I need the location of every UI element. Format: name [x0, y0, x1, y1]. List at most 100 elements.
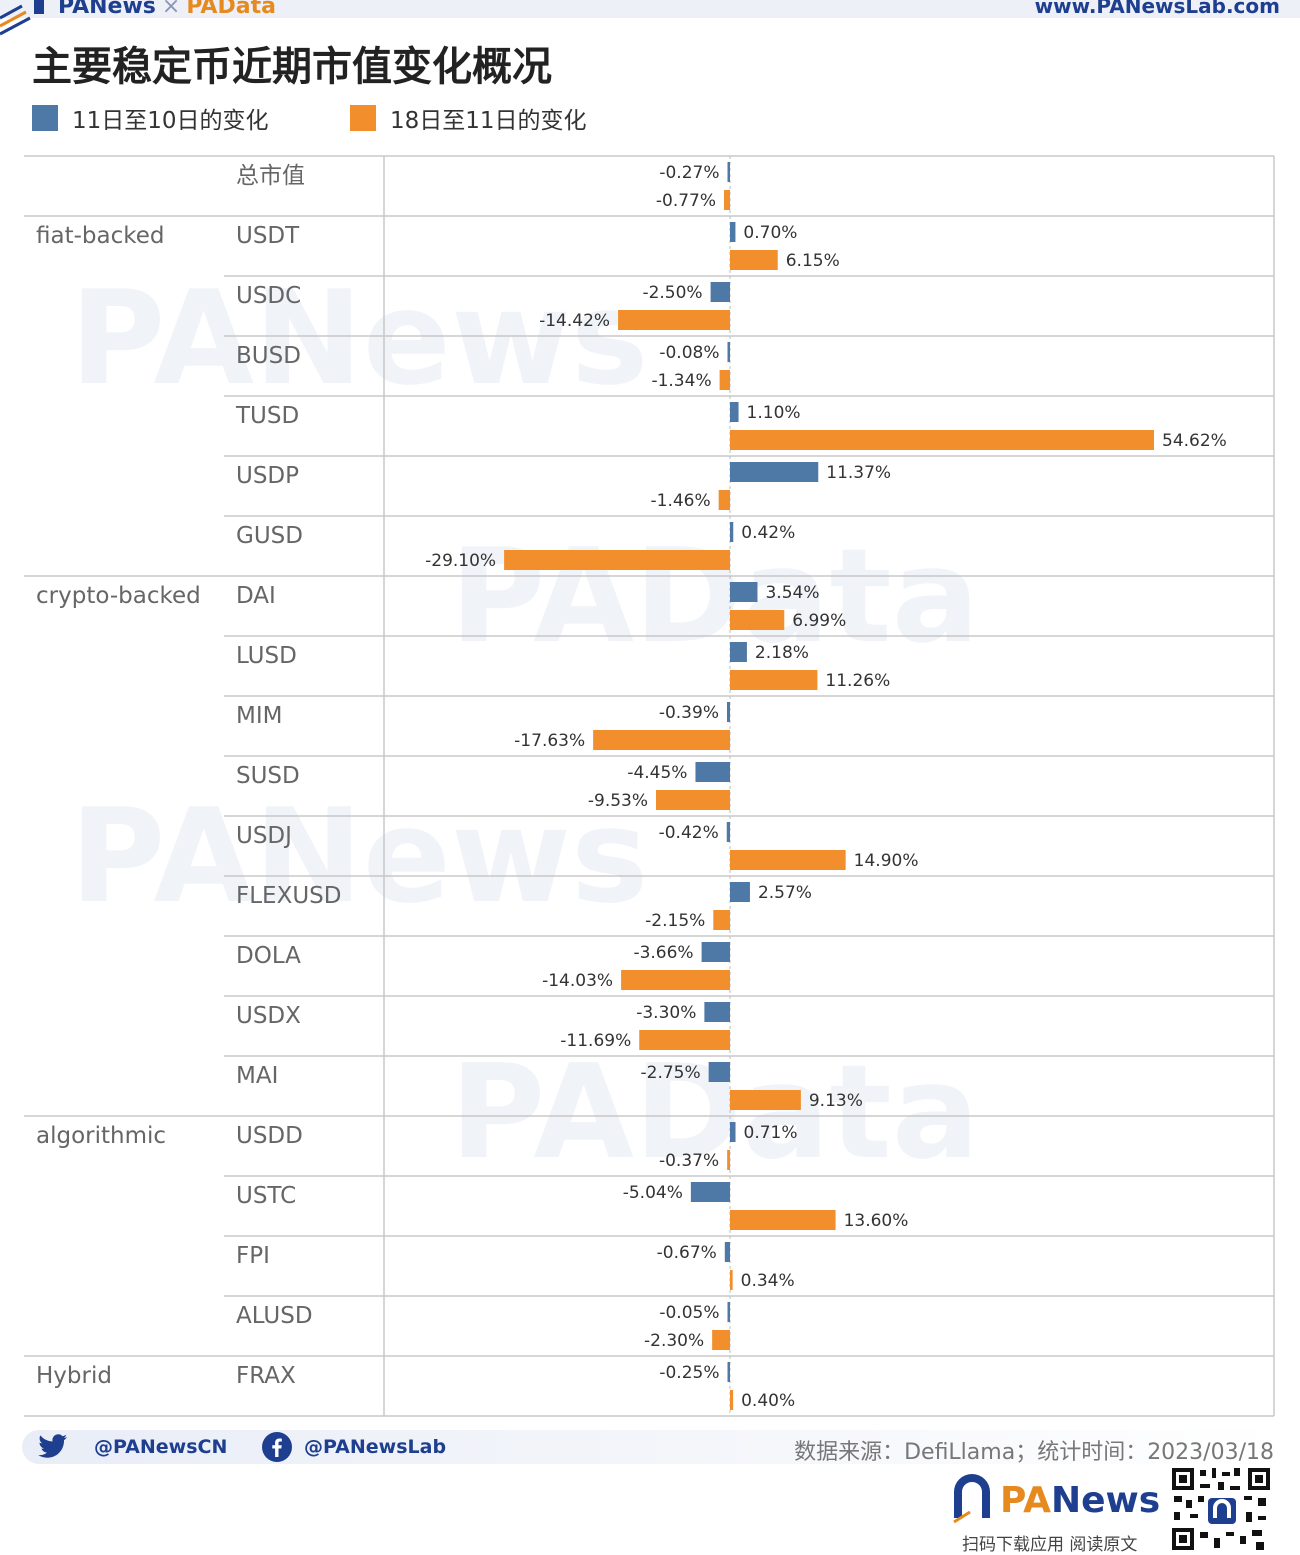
data-label-series1: 1.10% — [747, 403, 801, 423]
bar-series2 — [621, 970, 730, 990]
group-label: algorithmic — [36, 1123, 166, 1149]
bar-series2 — [730, 1090, 801, 1110]
data-label-series1: -0.27% — [659, 163, 719, 183]
bar-series2 — [639, 1030, 730, 1050]
data-label-series2: -9.53% — [588, 791, 648, 811]
bar-series2 — [713, 910, 730, 930]
bar-series1 — [730, 462, 819, 482]
category-label: DAI — [236, 583, 276, 609]
twitter-icon — [38, 1434, 67, 1458]
bar-series1 — [730, 222, 736, 242]
bar-series1 — [695, 762, 730, 782]
data-label-series2: 0.40% — [741, 1391, 795, 1411]
data-label-series2: 0.34% — [741, 1271, 795, 1291]
data-label-series2: -14.42% — [539, 311, 610, 331]
bar-series2 — [730, 430, 1154, 450]
corner-stripes-icon — [0, 0, 44, 36]
bar-series1 — [730, 642, 747, 662]
data-label-series1: -5.04% — [623, 1183, 683, 1203]
category-label: LUSD — [236, 643, 297, 669]
data-label-series1: -3.30% — [636, 1003, 696, 1023]
data-label-series2: 6.99% — [792, 611, 846, 631]
data-label-series1: 2.18% — [755, 643, 809, 663]
bar-series2 — [656, 790, 730, 810]
data-label-series2: -2.15% — [645, 911, 705, 931]
bar-series2 — [593, 730, 730, 750]
brand-header: PANews × PAData — [58, 0, 276, 19]
scan-caption: 扫码下载应用 阅读原文 — [962, 1535, 1138, 1555]
bar-series1 — [730, 582, 758, 602]
bar-series1 — [727, 162, 730, 182]
data-label-series2: -1.34% — [651, 371, 711, 391]
data-label-series1: 0.70% — [743, 223, 797, 243]
site-url[interactable]: www.PANewsLab.com — [1034, 0, 1280, 18]
bar-series1 — [708, 1062, 730, 1082]
legend-label-series1: 11日至10日的变化 — [72, 108, 269, 134]
data-source: 数据来源：DefiLlama；统计时间：2023/03/18 — [794, 1440, 1274, 1465]
qr-code-icon[interactable] — [1170, 1466, 1272, 1552]
bar-series1 — [701, 942, 730, 962]
facebook-link[interactable]: @PANewsLab — [262, 1432, 446, 1462]
bar-series1 — [710, 282, 730, 302]
bar-series2 — [618, 310, 730, 330]
data-label-series1: -0.25% — [659, 1363, 719, 1383]
data-label-series2: -1.46% — [651, 491, 711, 511]
data-label-series2: 9.13% — [809, 1091, 863, 1111]
twitter-link[interactable]: @PANewsCN — [38, 1432, 227, 1462]
data-label-series2: -17.63% — [514, 731, 585, 751]
category-label: FPI — [236, 1243, 270, 1269]
legend-item-series1: 11日至10日的变化 — [32, 103, 269, 134]
data-label-series2: -29.10% — [425, 551, 496, 571]
bar-series1 — [690, 1182, 730, 1202]
category-label: USTC — [236, 1183, 296, 1209]
bar-series1 — [727, 1302, 730, 1322]
brand-panews: PANews — [58, 0, 156, 19]
bar-series2 — [730, 250, 778, 270]
category-label: 总市值 — [236, 163, 305, 189]
data-label-series1: 0.71% — [744, 1123, 798, 1143]
bar-series1 — [704, 1002, 730, 1022]
bar-series1 — [724, 1242, 730, 1262]
category-label: USDP — [236, 463, 299, 489]
data-label-series2: -0.37% — [659, 1151, 719, 1171]
bar-series2 — [730, 610, 785, 630]
category-label: USDD — [236, 1123, 303, 1149]
legend-swatch-series1 — [32, 105, 58, 131]
chart-title: 主要稳定币近期市值变化概况 — [32, 44, 552, 90]
bar-series2 — [730, 850, 846, 870]
facebook-handle: @PANewsLab — [304, 1436, 447, 1458]
data-label-series2: 54.62% — [1162, 431, 1227, 451]
data-label-series2: -0.77% — [656, 191, 716, 211]
bar-series2 — [504, 550, 730, 570]
bar-series1 — [727, 342, 730, 362]
group-label: crypto-backed — [36, 583, 201, 609]
data-label-series1: -0.67% — [657, 1243, 717, 1263]
brand-padata: PAData — [186, 0, 276, 19]
data-label-series2: -14.03% — [542, 971, 613, 991]
facebook-icon — [262, 1432, 292, 1462]
category-label: USDX — [236, 1003, 301, 1029]
data-label-series1: -4.45% — [627, 763, 687, 783]
bar-series1 — [730, 402, 739, 422]
bar-series2 — [718, 490, 730, 510]
category-label: ALUSD — [236, 1303, 313, 1329]
bar-series1 — [730, 882, 750, 902]
twitter-handle: @PANewsCN — [94, 1436, 228, 1458]
bar-series1 — [727, 1362, 730, 1382]
group-label: Hybrid — [36, 1363, 112, 1389]
bar-series2 — [712, 1330, 730, 1350]
data-label-series1: 0.42% — [741, 523, 795, 543]
data-label-series1: 2.57% — [758, 883, 812, 903]
category-label: FRAX — [236, 1363, 296, 1389]
data-label-series1: -0.08% — [659, 343, 719, 363]
data-label-series1: -2.75% — [641, 1063, 701, 1083]
bar-series1 — [726, 702, 730, 722]
bar-series2 — [727, 1150, 730, 1170]
data-label-series1: -0.39% — [659, 703, 719, 723]
bar-series2 — [730, 1390, 734, 1410]
data-label-series2: -2.30% — [644, 1331, 704, 1351]
category-label: FLEXUSD — [236, 883, 341, 909]
category-label: USDC — [236, 283, 301, 309]
category-label: USDT — [236, 223, 300, 249]
top-banner — [0, 0, 1300, 18]
